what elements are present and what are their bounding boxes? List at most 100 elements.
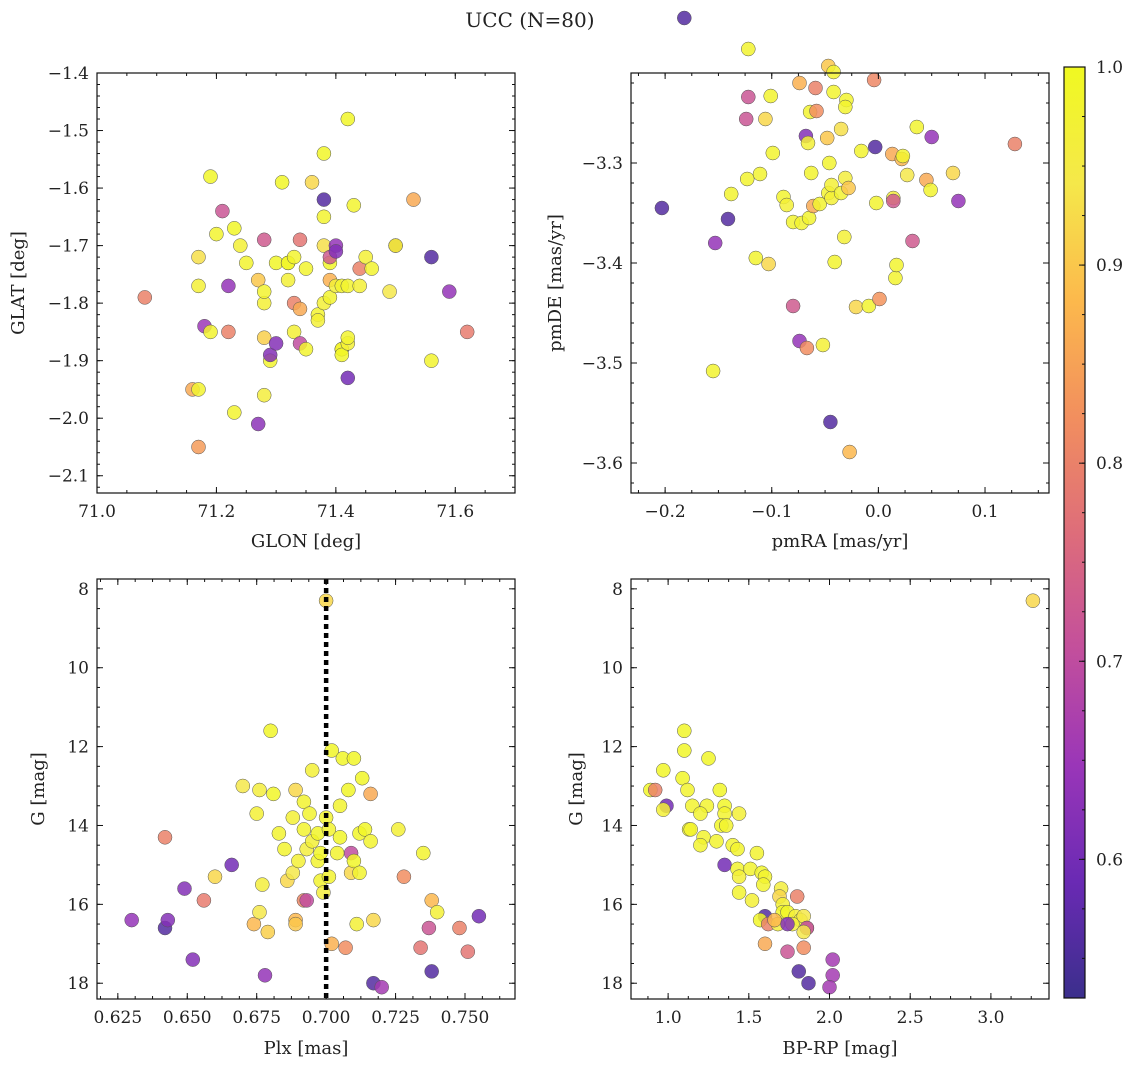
data-point: [888, 270, 903, 286]
data-point: [826, 64, 841, 80]
data-point: [227, 405, 242, 420]
data-point: [191, 249, 206, 265]
scatter-points: [654, 10, 1023, 460]
data-point: [693, 837, 708, 853]
data-point: [233, 238, 248, 253]
x-tick-label: 0.0: [865, 502, 892, 522]
data-point: [707, 235, 723, 251]
data-point: [203, 324, 218, 340]
data-point: [822, 979, 837, 995]
data-point: [224, 857, 239, 873]
data-point: [341, 782, 356, 798]
x-tick-label: −0.2: [644, 502, 685, 522]
data-point: [796, 924, 811, 940]
data-point: [749, 845, 765, 861]
data-point: [867, 139, 883, 155]
colorbar-ticks: 1.0 0.9 0.8 0.7 0.6: [1079, 58, 1123, 959]
data-point: [824, 177, 839, 193]
data-point: [268, 336, 284, 351]
y-tick-label: −1.8: [48, 294, 89, 314]
data-point: [757, 936, 773, 952]
data-point: [803, 165, 819, 181]
data-point: [785, 298, 801, 314]
data-point: [329, 845, 345, 861]
data-point: [358, 249, 373, 265]
colorbar-tick-label: 1.0: [1096, 58, 1123, 78]
data-point: [346, 198, 362, 213]
y-tick-label: −1.9: [48, 352, 89, 372]
y-tick-label: 10: [601, 659, 623, 679]
x-tick-label: 71.0: [78, 502, 116, 522]
data-point: [723, 186, 739, 202]
data-point: [288, 916, 303, 932]
data-point: [424, 249, 439, 265]
data-point: [256, 232, 272, 248]
data-point: [796, 940, 811, 955]
data-point: [909, 119, 925, 135]
data-point: [741, 89, 756, 105]
colorbar-tick-label: 0.7: [1096, 652, 1123, 672]
data-point: [191, 382, 206, 397]
data-point: [812, 196, 827, 212]
data-point: [730, 841, 745, 857]
data-point: [292, 232, 308, 248]
data-point: [837, 229, 852, 245]
x-tick-label: 71.6: [436, 502, 474, 522]
data-point: [288, 782, 303, 798]
data-point: [739, 171, 755, 187]
x-tick-label: 1.5: [735, 1008, 762, 1028]
data-point: [424, 353, 439, 368]
axis-ticks: −0.2 −0.1 0.0 0.1 −3.6 −3.5 −3.4 −3.3: [582, 73, 1049, 522]
data-point: [677, 723, 692, 739]
data-point: [752, 166, 768, 182]
y-tick-label: −1.6: [48, 179, 89, 199]
data-point: [731, 885, 747, 900]
y-tick-label: 8: [78, 580, 89, 600]
data-point: [808, 80, 823, 96]
data-point: [809, 103, 824, 119]
panel-glon-glat: 71.0 71.2 71.4 71.6 −2.1 −2.0 −1.9 −1.8 −1.7 −1.6…: [8, 64, 516, 552]
data-point: [235, 778, 251, 794]
data-point: [274, 175, 290, 190]
colorbar-tick-label: 0.8: [1096, 454, 1123, 474]
data-point: [191, 439, 206, 455]
x-tick-label: 2.5: [897, 1008, 924, 1028]
panel-bprp-g: 1.0 1.5 2.0 2.5 3.0 8 10 12 14 16 18 BP-RP [mag] G…: [566, 578, 1050, 1059]
data-point: [424, 893, 439, 908]
data-point: [761, 256, 776, 272]
scatter-points: [137, 111, 475, 455]
data-point: [709, 834, 724, 849]
data-point: [838, 99, 853, 115]
data-point: [286, 249, 302, 265]
data-point: [905, 233, 920, 249]
x-axis-label: Plx [mas]: [264, 1038, 349, 1059]
data-point: [822, 155, 837, 171]
data-point: [304, 763, 320, 778]
data-point: [789, 889, 805, 904]
data-point: [352, 865, 367, 881]
data-point: [923, 182, 938, 198]
scatter-points: [643, 593, 1041, 995]
axes-frame: [630, 578, 1050, 1000]
data-point: [800, 135, 816, 151]
data-point: [854, 143, 869, 159]
y-tick-label: −3.4: [582, 254, 623, 274]
x-axis-label: pmRA [mas/yr]: [772, 531, 909, 552]
data-point: [221, 278, 236, 294]
data-point: [391, 822, 406, 837]
data-point: [869, 195, 884, 211]
data-point: [815, 337, 831, 353]
y-tick-label: 18: [67, 974, 89, 994]
data-point: [266, 786, 281, 802]
data-point: [196, 893, 212, 908]
data-point: [886, 193, 901, 209]
y-tick-label: −1.4: [48, 64, 89, 84]
data-point: [207, 869, 223, 884]
data-point: [899, 167, 915, 183]
data-point: [366, 912, 381, 928]
data-point: [718, 818, 734, 833]
data-point: [316, 192, 332, 207]
y-axis-label: GLAT [deg]: [8, 231, 29, 335]
data-point: [826, 84, 841, 100]
x-tick-label: 71.4: [317, 502, 355, 522]
